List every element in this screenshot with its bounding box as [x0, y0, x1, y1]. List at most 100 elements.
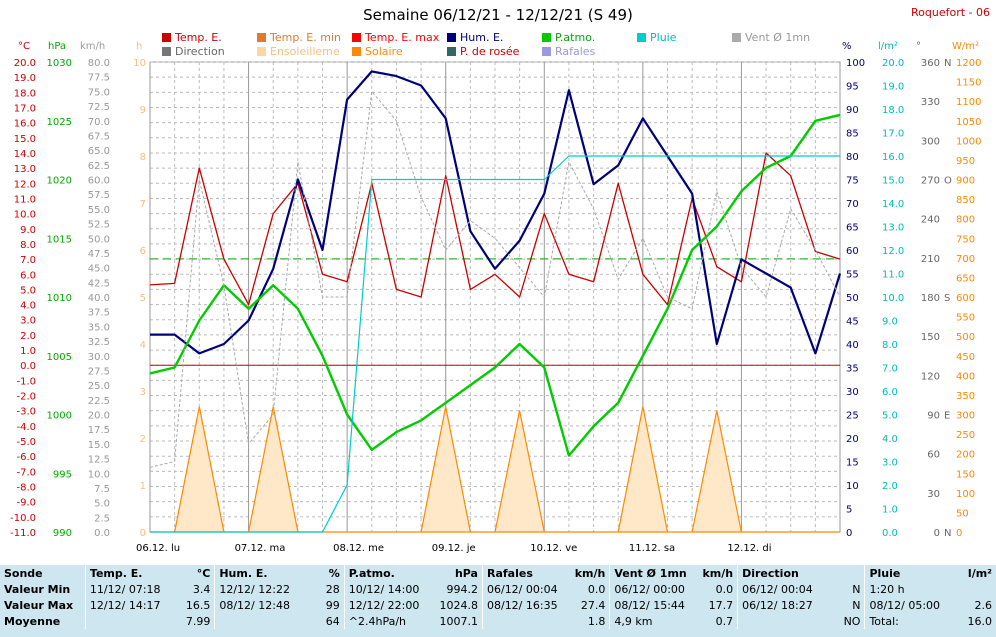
tick-temp: -8.0: [16, 483, 36, 494]
cell: 12/12/ 14:17: [84, 597, 175, 613]
tick-temp: 2.0: [20, 331, 36, 342]
tick-rain: 18.0: [882, 105, 904, 116]
tick-dir: 240: [921, 215, 940, 226]
tick-hum: 35: [846, 364, 859, 375]
tick-sun: 6: [140, 246, 146, 257]
tick-rain: 0.0: [882, 528, 898, 539]
tick-dir: 30: [927, 489, 940, 500]
tick-dir: 270: [921, 176, 940, 187]
tick-wind: 45.0: [88, 264, 110, 275]
tick-wind: 17.5: [88, 425, 110, 436]
day-label: 09.12. je: [432, 543, 476, 554]
tick-dir: 90: [927, 411, 940, 422]
cell: 06/12/ 00:00: [609, 581, 694, 597]
cell: 16.5: [185, 598, 211, 612]
tick-wind: 57.5: [88, 190, 110, 201]
tick-temp: 17.0: [14, 103, 36, 114]
tick-rain: 7.0: [882, 364, 898, 375]
cell: 06/12/ 00:04: [737, 581, 836, 597]
tick-solar: 600: [956, 293, 975, 304]
weather-chart: 20.019.018.017.016.015.014.013.012.011.0…: [10, 58, 981, 554]
tick-temp: 14.0: [14, 149, 36, 160]
cell: 12/12/ 22:00: [343, 597, 434, 613]
tick-wind: 80.0: [88, 58, 110, 69]
tick-temp: -10.0: [10, 513, 36, 524]
hdr-rain-unit: l/m²: [967, 566, 992, 580]
unit-press: hPa: [48, 41, 67, 52]
tick-wind: 20.0: [88, 411, 110, 422]
tick-temp: -9.0: [16, 498, 36, 509]
tick-wind: 27.5: [88, 366, 110, 377]
cell: 3.4: [192, 582, 211, 596]
cell: 0.0: [587, 582, 606, 596]
tick-solar: 50: [956, 508, 969, 519]
unit-rain: l/m²: [878, 41, 898, 52]
tick-temp: 4.0: [20, 301, 36, 312]
tick-temp: -3.0: [16, 407, 36, 418]
hdr-press: P.atmo.: [343, 565, 434, 581]
tick-temp: 1.0: [20, 346, 36, 357]
tick-temp: 9.0: [20, 225, 36, 236]
tick-dir: 180: [921, 293, 940, 304]
tick-wind: 40.0: [88, 293, 110, 304]
tick-wind: 65.0: [88, 146, 110, 157]
tick-press: 1020: [47, 176, 72, 187]
tick-rain: 13.0: [882, 223, 904, 234]
tick-wind: 62.5: [88, 161, 110, 172]
day-label: 10.12. ve: [530, 543, 577, 554]
series-solaire: [150, 406, 840, 533]
hdr-hum-unit: %: [328, 566, 340, 580]
tick-sun: 5: [140, 293, 146, 304]
tick-solar: 1150: [956, 78, 981, 89]
tick-hum: 90: [846, 105, 859, 116]
day-label: 06.12. lu: [136, 543, 180, 554]
tick-press: 1000: [47, 411, 72, 422]
cell: 06/12/ 00:04: [481, 581, 566, 597]
hdr-press-unit: hPa: [454, 566, 478, 580]
unit-solar: W/m²: [952, 41, 980, 52]
legend-dew: P. de rosée: [447, 45, 519, 58]
tick-rain: 8.0: [882, 340, 898, 351]
legend-sunshine: Ensoleilleme: [257, 45, 340, 58]
hdr-dir: Direction: [737, 565, 836, 581]
cell: 4,9 km: [609, 613, 694, 629]
tick-temp: -5.0: [16, 437, 36, 448]
tick-press: 1025: [47, 117, 72, 128]
tick-solar: 900: [956, 176, 975, 187]
tick-dir: 150: [921, 332, 940, 343]
tick-hum: 5: [846, 505, 852, 516]
series-hum-e-: [150, 70, 842, 355]
unit-temp: °C: [18, 41, 30, 52]
cell: 28: [325, 582, 340, 596]
cell: [481, 613, 566, 629]
solar-bars: [150, 406, 840, 533]
summary-table: Sonde Temp. E. °C Hum. E. % P.atmo. hPa …: [0, 565, 996, 637]
tick-rain: 20.0: [882, 58, 904, 69]
station-name: Roquefort - 06: [911, 6, 990, 19]
tick-temp: 5.0: [20, 285, 36, 296]
cell: 1.8: [587, 614, 606, 628]
tick-temp: 15.0: [14, 134, 36, 145]
tick-rain: 19.0: [882, 82, 904, 93]
day-label: 11.12. sa: [629, 543, 675, 554]
cell: 64: [325, 614, 340, 628]
hdr-wind-unit: km/h: [702, 566, 734, 580]
day-label: 12.12. di: [727, 543, 771, 554]
tick-hum: 50: [846, 293, 859, 304]
tick-dir: 360: [921, 58, 940, 69]
legend-press: P.atmo.: [542, 31, 595, 44]
tick-rain: 6.0: [882, 387, 898, 398]
tick-hum: 45: [846, 317, 859, 328]
cell: 08/12/ 05:00: [864, 597, 953, 613]
tick-wind: 10.0: [88, 469, 110, 480]
legend-temp-max: Temp. E. max: [352, 31, 439, 44]
tick-temp: 10.0: [14, 210, 36, 221]
row-max: Valeur Max 12/12/ 14:17 16.5 08/12/ 12:4…: [0, 597, 996, 613]
cell: Total:: [864, 613, 953, 629]
row-min: Valeur Min 11/12/ 07:18 3.4 12/12/ 12:22…: [0, 581, 996, 597]
cell: 17.7: [708, 598, 734, 612]
grid: [149, 61, 841, 533]
tick-dir-cardinal: S: [944, 293, 950, 304]
hdr-hum: Hum. E.: [214, 565, 305, 581]
tick-solar: 950: [956, 156, 975, 167]
